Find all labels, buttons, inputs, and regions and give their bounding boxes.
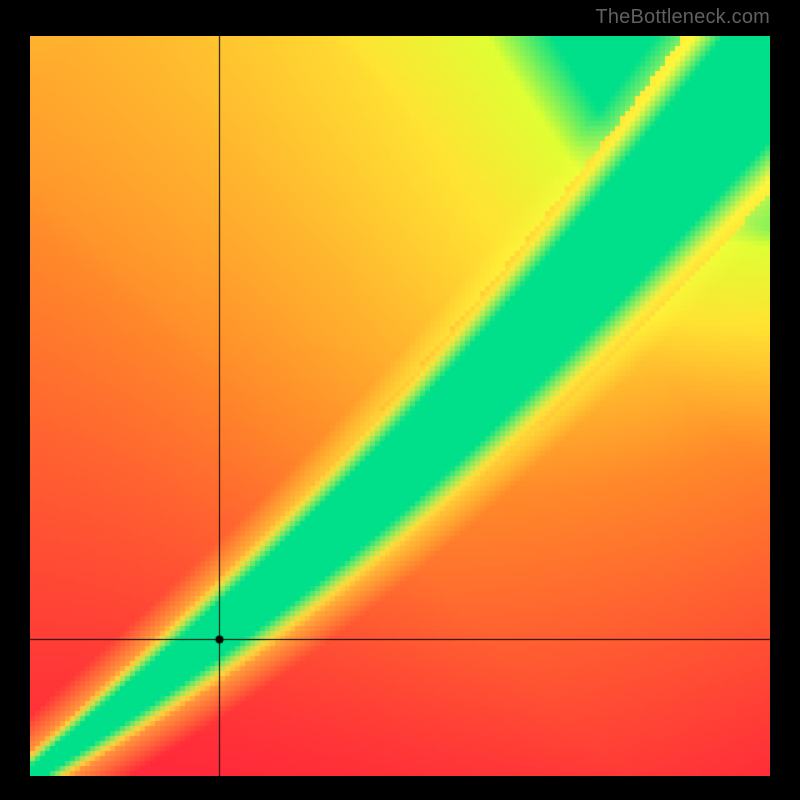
bottleneck-heatmap	[30, 36, 770, 776]
heatmap-canvas	[30, 36, 770, 776]
watermark-text: TheBottleneck.com	[595, 6, 770, 29]
